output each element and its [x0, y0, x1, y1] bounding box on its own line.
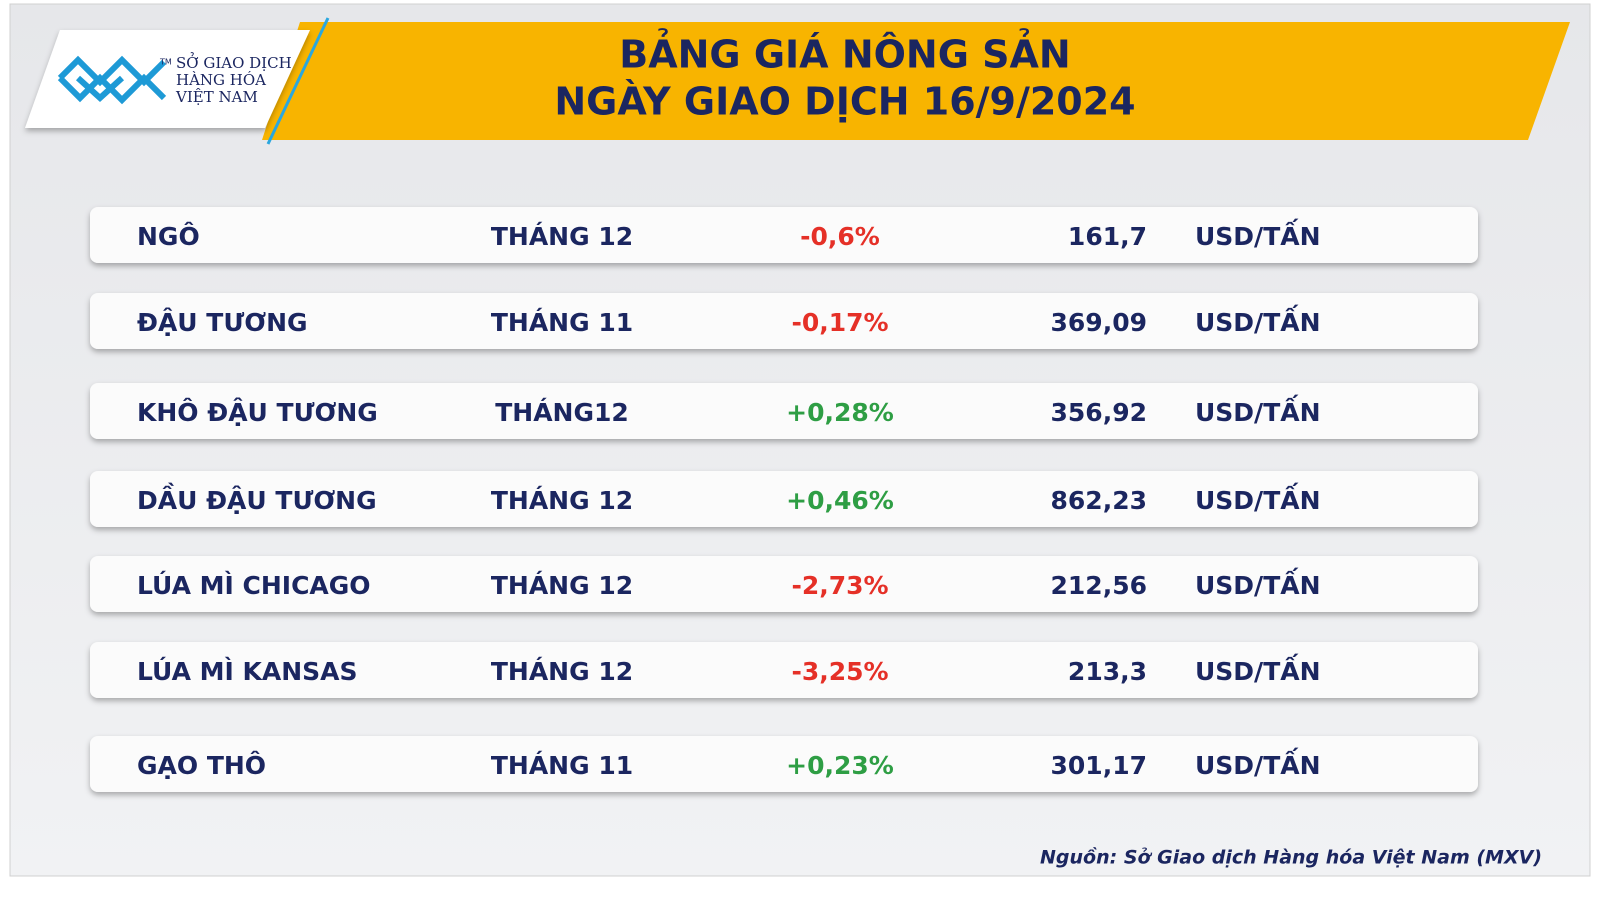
table-row	[90, 293, 1478, 349]
contract-month: THÁNG 12	[491, 486, 633, 515]
unit: USD/TẤN	[1195, 218, 1321, 251]
table-row	[90, 556, 1478, 612]
logo-text: VIỆT NAM	[175, 88, 258, 106]
commodity: NGÔ	[137, 221, 200, 251]
price: 213,3	[1068, 657, 1147, 686]
price: 356,92	[1051, 398, 1147, 427]
title: NGÀY GIAO DỊCH 16/9/2024	[554, 80, 1135, 124]
change: +0,23%	[786, 751, 894, 780]
unit: USD/TẤN	[1195, 567, 1321, 600]
table-row	[90, 383, 1478, 439]
commodity: KHÔ ĐẬU TƯƠNG	[137, 397, 378, 427]
table-row	[90, 471, 1478, 527]
title: BẢNG GIÁ NÔNG SẢN	[619, 29, 1070, 77]
contract-month: THÁNG 12	[491, 571, 633, 600]
change: +0,46%	[786, 486, 894, 515]
change: +0,28%	[786, 398, 894, 427]
price: 212,56	[1051, 571, 1147, 600]
contract-month: THÁNG12	[495, 398, 629, 427]
commodity: LÚA MÌ CHICAGO	[137, 570, 371, 600]
unit: USD/TẤN	[1195, 394, 1321, 427]
logo-text: HÀNG HÓA	[176, 71, 266, 89]
change: -3,25%	[791, 657, 888, 686]
contract-month: THÁNG 12	[491, 222, 633, 251]
table-row	[90, 642, 1478, 698]
price: 369,09	[1051, 308, 1147, 337]
contract-month: THÁNG 12	[491, 657, 633, 686]
unit: USD/TẤN	[1195, 653, 1321, 686]
contract-month: THÁNG 11	[491, 308, 633, 337]
background	[9, 3, 1591, 877]
contract-month: THÁNG 11	[491, 751, 633, 780]
change: -0,17%	[791, 308, 888, 337]
source: Nguồn: Sở Giao dịch Hàng hóa Việt Nam (M…	[1040, 846, 1542, 869]
price: 862,23	[1051, 486, 1147, 515]
commodity: GẠO THÔ	[137, 750, 266, 780]
table-row	[90, 736, 1478, 792]
unit: USD/TẤN	[1195, 482, 1321, 515]
logo-icon	[57, 55, 167, 105]
logo-panel	[25, 30, 310, 128]
unit: USD/TẤN	[1195, 747, 1321, 780]
price: 161,7	[1068, 222, 1147, 251]
price: 301,17	[1051, 751, 1147, 780]
logo-text: SỞ GIAO DỊCH	[176, 52, 292, 72]
change: -2,73%	[791, 571, 888, 600]
table-row	[90, 207, 1478, 263]
commodity: ĐẬU TƯƠNG	[137, 307, 308, 337]
commodity: DẦU ĐẬU TƯƠNG	[137, 482, 377, 515]
change: -0,6%	[800, 222, 880, 251]
logo-mark: TM	[159, 58, 172, 67]
logo-accent	[266, 17, 330, 145]
unit: USD/TẤN	[1195, 304, 1321, 337]
title-banner	[262, 22, 1570, 140]
commodity: LÚA MÌ KANSAS	[137, 656, 358, 686]
